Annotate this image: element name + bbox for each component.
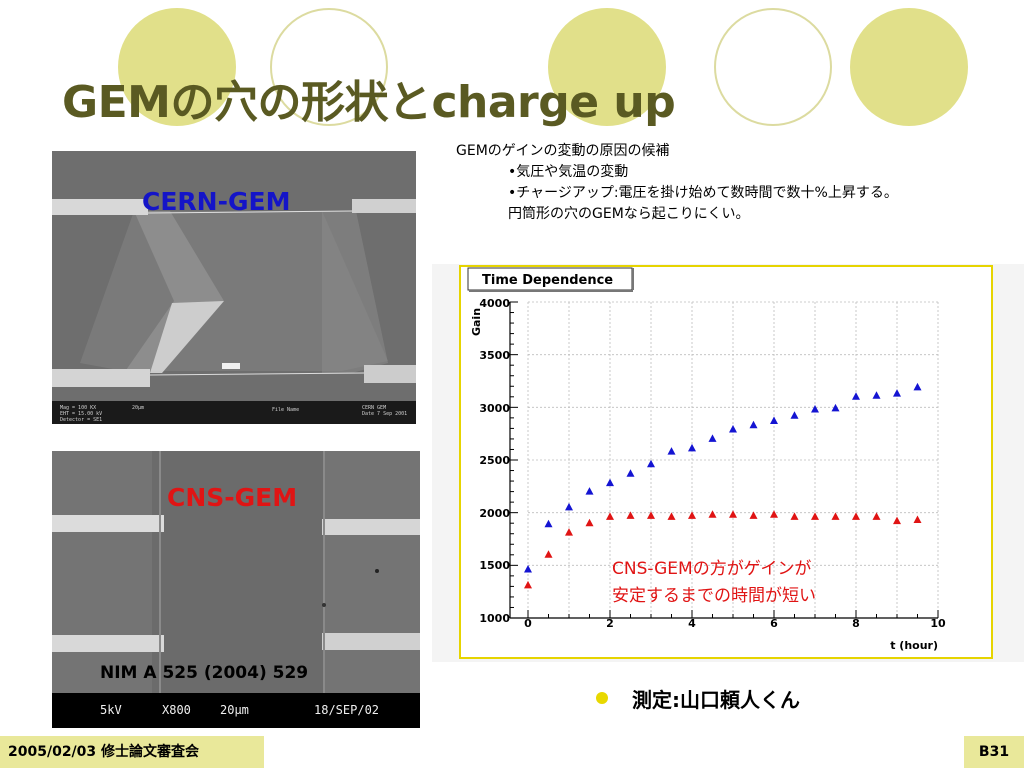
decor-circle xyxy=(118,8,236,126)
data-point xyxy=(667,447,676,455)
svg-text:20µm: 20µm xyxy=(132,405,144,411)
data-point xyxy=(729,424,737,433)
notes-item-chargeup: •チャージアップ:電圧を掛け始めて数時間で数十%上昇する。 xyxy=(508,185,898,201)
data-point xyxy=(688,443,696,452)
data-point xyxy=(544,550,553,558)
sem-date: 18/SEP/02 xyxy=(314,703,380,717)
cns-gem-label: CNS-GEM xyxy=(167,483,298,512)
data-point xyxy=(565,528,573,536)
y-tick-label: 1500 xyxy=(479,559,510,572)
x-tick-label: 10 xyxy=(930,617,946,630)
cern-gem-label: CERN-GEM xyxy=(142,187,291,216)
decor-circle xyxy=(548,8,666,126)
data-point xyxy=(688,511,696,519)
cns-gem-micrograph xyxy=(52,451,420,728)
chart-svg: Time Dependence 0 2 4 6 8 10 1000 1500 2… xyxy=(459,265,993,659)
svg-text:CERN GEM: CERN GEM xyxy=(362,405,386,411)
data-point xyxy=(770,416,778,425)
data-point xyxy=(790,411,799,419)
data-point xyxy=(708,434,717,442)
data-point xyxy=(852,392,860,400)
x-tick-label: 2 xyxy=(606,617,614,630)
data-point xyxy=(831,403,840,412)
data-point xyxy=(626,469,635,477)
data-point xyxy=(626,511,635,519)
data-point xyxy=(893,389,901,397)
data-point xyxy=(565,502,573,511)
sem-info-bar: 5kV X800 20μm 18/SEP/02 xyxy=(52,693,420,728)
svg-text:File Name: File Name xyxy=(272,407,299,413)
notes-item-weather: •気圧や気温の変動 xyxy=(508,164,629,180)
data-point xyxy=(647,459,655,468)
notes-item-cylinder: 円筒形の穴のGEMなら起こりにくい。 xyxy=(508,206,750,222)
data-point xyxy=(893,516,901,525)
data-point xyxy=(770,510,778,518)
page-number: B31 xyxy=(964,736,1024,768)
data-point xyxy=(852,512,860,520)
data-point xyxy=(606,478,614,487)
footer-date: 2005/02/03 修士論文審査会 xyxy=(0,736,264,768)
bullet-dot-icon xyxy=(596,692,608,704)
data-point xyxy=(811,512,819,520)
y-axis-label: Gain xyxy=(470,308,483,336)
chart-border xyxy=(459,265,993,659)
cern-gem-sem-image: Mag = 100 KX EHT = 15.00 kV Detector = S… xyxy=(52,151,416,424)
x-tick-label: 8 xyxy=(852,617,860,630)
data-point xyxy=(524,565,532,573)
notes-block: GEMのゲインの変動の原因の候補 •気圧や気温の変動 •チャージアップ:電圧を掛… xyxy=(456,141,898,225)
data-point xyxy=(749,511,758,519)
data-point xyxy=(831,512,840,520)
chart-title: Time Dependence xyxy=(482,273,613,288)
x-tick-label: 4 xyxy=(688,617,696,630)
data-point xyxy=(872,512,881,520)
y-tick-label: 2000 xyxy=(479,507,510,520)
data-point xyxy=(872,391,881,399)
time-dependence-chart: Time Dependence 0 2 4 6 8 10 1000 1500 2… xyxy=(432,264,1024,662)
x-tick-label: 0 xyxy=(524,617,532,630)
chart-annotation-line2: 安定するまでの時間が短い xyxy=(612,586,816,606)
x-tick-label: 6 xyxy=(770,617,778,630)
data-point xyxy=(913,515,922,524)
data-point xyxy=(790,512,799,520)
y-tick-label: 1000 xyxy=(479,612,510,625)
decor-circle xyxy=(850,8,968,126)
x-axis-label: t (hour) xyxy=(890,639,938,652)
y-tick-label: 3000 xyxy=(479,402,510,415)
data-point xyxy=(544,519,553,528)
svg-text:Detector = SE1: Detector = SE1 xyxy=(60,417,102,423)
svg-text:Date 7 Sep 2001: Date 7 Sep 2001 xyxy=(362,411,407,417)
decor-circle xyxy=(714,8,832,126)
decor-circle xyxy=(270,8,388,126)
data-point xyxy=(811,404,819,413)
data-point xyxy=(708,510,717,518)
sem-magnification: X800 xyxy=(162,703,191,717)
data-point xyxy=(606,512,614,520)
y-tick-label: 3500 xyxy=(479,349,510,362)
data-point xyxy=(647,511,655,519)
sem-scale: 20μm xyxy=(220,703,249,717)
notes-heading: GEMのゲインの変動の原因の候補 xyxy=(456,143,670,159)
y-tick-label: 4000 xyxy=(479,297,510,310)
chart-annotation-line1: CNS-GEMの方がゲインが xyxy=(612,559,811,579)
data-point xyxy=(913,382,922,391)
data-point xyxy=(729,510,737,518)
data-point xyxy=(585,487,594,495)
data-point xyxy=(749,420,758,429)
cern-gem-micrograph: Mag = 100 KX EHT = 15.00 kV Detector = S… xyxy=(52,151,416,424)
svg-text:Mag = 100 KX: Mag = 100 KX xyxy=(60,405,96,411)
svg-text:EHT = 15.00 kV: EHT = 15.00 kV xyxy=(60,411,102,417)
data-point xyxy=(585,518,594,527)
data-point xyxy=(667,512,676,520)
data-point xyxy=(524,580,532,589)
slide-title: GEMの穴の形状とcharge up xyxy=(62,77,676,128)
reference-citation: NIM A 525 (2004) 529 xyxy=(100,663,309,683)
sem-voltage: 5kV xyxy=(100,703,122,717)
y-tick-label: 2500 xyxy=(479,454,510,467)
credit-text: 測定:山口頼人くん xyxy=(632,688,800,712)
cns-gem-sem-image: CNS-GEM NIM A 525 (2004) 529 5kV X800 20… xyxy=(52,451,420,728)
